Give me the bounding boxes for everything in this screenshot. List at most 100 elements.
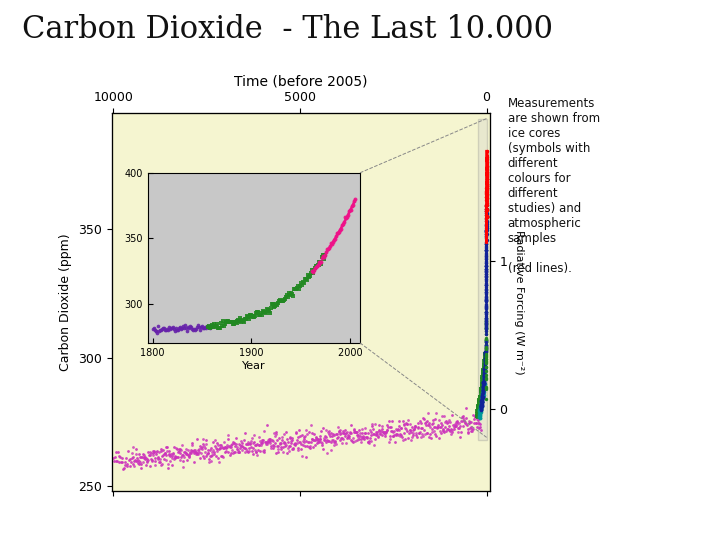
- Point: [477, 393, 488, 401]
- Point: [238, 316, 249, 325]
- Point: [477, 378, 489, 387]
- Point: [304, 428, 315, 436]
- Point: [480, 307, 492, 316]
- Point: [349, 428, 361, 437]
- Point: [431, 423, 443, 431]
- Point: [480, 270, 492, 279]
- Point: [310, 433, 322, 442]
- Point: [189, 458, 200, 467]
- Point: [480, 342, 492, 351]
- Point: [211, 320, 222, 329]
- Point: [166, 451, 178, 460]
- Point: [289, 285, 300, 293]
- Point: [173, 452, 184, 461]
- Point: [338, 435, 349, 444]
- Point: [480, 324, 492, 333]
- Point: [298, 279, 310, 288]
- Point: [269, 302, 280, 311]
- Point: [167, 449, 179, 458]
- Point: [139, 454, 150, 462]
- Point: [467, 410, 479, 419]
- Point: [377, 430, 388, 439]
- Point: [310, 262, 321, 271]
- Point: [390, 430, 401, 438]
- Point: [481, 222, 492, 231]
- Point: [479, 376, 490, 385]
- Point: [477, 375, 488, 383]
- Point: [316, 441, 328, 450]
- Point: [246, 434, 258, 442]
- Point: [207, 448, 218, 456]
- Point: [415, 432, 427, 441]
- Point: [258, 307, 269, 316]
- Point: [472, 409, 483, 418]
- Point: [477, 372, 488, 381]
- Point: [341, 214, 352, 222]
- Point: [477, 395, 488, 403]
- Point: [175, 446, 186, 454]
- Point: [481, 202, 492, 211]
- Point: [475, 401, 487, 409]
- Point: [464, 423, 476, 432]
- Point: [419, 429, 431, 438]
- Point: [288, 285, 300, 294]
- Point: [181, 327, 193, 336]
- Point: [226, 440, 238, 449]
- Point: [480, 318, 492, 326]
- Point: [222, 316, 233, 325]
- Point: [124, 454, 135, 463]
- Point: [201, 440, 212, 448]
- Point: [463, 428, 474, 436]
- Point: [355, 437, 366, 446]
- Point: [413, 429, 425, 437]
- Point: [123, 456, 135, 464]
- Point: [480, 314, 492, 322]
- Point: [308, 266, 320, 274]
- Point: [479, 368, 490, 376]
- Point: [390, 425, 401, 434]
- Point: [233, 448, 245, 456]
- Point: [249, 441, 261, 449]
- Point: [235, 437, 247, 445]
- Point: [481, 165, 492, 174]
- Point: [480, 319, 492, 327]
- Point: [475, 403, 487, 411]
- Point: [475, 406, 487, 414]
- Point: [481, 220, 492, 229]
- Point: [481, 259, 492, 267]
- Point: [210, 452, 222, 461]
- Point: [160, 443, 171, 451]
- Point: [223, 318, 235, 326]
- Point: [167, 448, 179, 457]
- Point: [169, 327, 181, 335]
- Point: [240, 315, 252, 323]
- Point: [477, 377, 488, 386]
- Point: [188, 446, 199, 455]
- Point: [480, 338, 492, 346]
- Point: [176, 441, 188, 449]
- Point: [381, 428, 392, 437]
- Point: [481, 206, 492, 215]
- Point: [143, 455, 154, 464]
- Point: [334, 436, 346, 444]
- Point: [442, 424, 454, 433]
- Point: [481, 191, 492, 199]
- Point: [342, 433, 354, 442]
- Point: [480, 362, 492, 371]
- Point: [140, 454, 152, 462]
- Point: [480, 269, 492, 278]
- Point: [189, 325, 201, 334]
- Point: [176, 325, 187, 333]
- Point: [480, 290, 492, 299]
- Point: [209, 436, 220, 444]
- Point: [213, 324, 225, 333]
- Point: [480, 265, 492, 273]
- Point: [476, 395, 487, 404]
- Point: [474, 393, 486, 402]
- Point: [462, 424, 474, 433]
- Point: [473, 418, 485, 427]
- Point: [481, 240, 492, 248]
- Point: [481, 218, 492, 227]
- Point: [275, 438, 287, 447]
- Point: [387, 426, 398, 435]
